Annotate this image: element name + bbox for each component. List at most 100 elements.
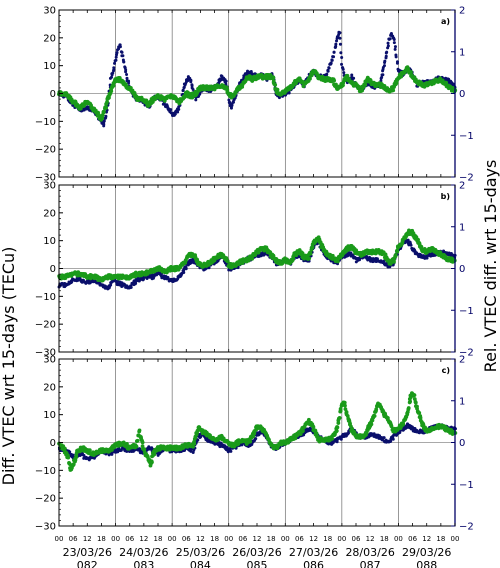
absolute-diff-point bbox=[116, 280, 120, 284]
absolute-diff-point bbox=[102, 122, 106, 126]
relative-diff-point bbox=[417, 411, 422, 415]
absolute-diff-point bbox=[382, 436, 386, 440]
relative-diff-point bbox=[148, 463, 153, 468]
relative-diff-point bbox=[334, 429, 339, 433]
absolute-diff-point bbox=[111, 71, 115, 75]
relative-diff-point bbox=[310, 245, 315, 250]
absolute-diff-point bbox=[110, 75, 114, 79]
relative-diff-point bbox=[338, 407, 343, 411]
absolute-diff-point bbox=[386, 41, 390, 45]
absolute-diff-point bbox=[393, 47, 397, 51]
absolute-diff-point bbox=[189, 449, 193, 453]
relative-diff-point bbox=[394, 81, 399, 86]
absolute-diff-point bbox=[334, 42, 338, 46]
absolute-diff-point bbox=[332, 55, 336, 59]
relative-diff-point bbox=[356, 85, 361, 90]
absolute-diff-point bbox=[335, 39, 339, 43]
absolute-diff-point bbox=[339, 51, 343, 55]
absolute-diff-point bbox=[112, 66, 116, 70]
relative-diff-series bbox=[57, 391, 458, 472]
absolute-diff-point bbox=[127, 81, 131, 85]
absolute-diff-point bbox=[254, 437, 258, 441]
absolute-diff-point bbox=[114, 55, 118, 59]
relative-diff-point bbox=[135, 438, 140, 443]
relative-diff-point bbox=[150, 460, 154, 465]
absolute-diff-point bbox=[231, 100, 235, 104]
absolute-diff-point bbox=[120, 50, 124, 54]
relative-diff-point bbox=[401, 421, 406, 426]
absolute-diff-point bbox=[176, 110, 180, 114]
relative-diff-point bbox=[360, 88, 364, 93]
relative-diff-point bbox=[62, 446, 67, 451]
absolute-diff-point bbox=[395, 61, 399, 65]
absolute-diff-point bbox=[392, 41, 396, 45]
absolute-diff-point bbox=[388, 265, 392, 269]
absolute-diff-point bbox=[259, 254, 263, 258]
relative-diff-point bbox=[306, 417, 311, 422]
absolute-diff-point bbox=[115, 51, 119, 55]
absolute-diff-point bbox=[109, 283, 113, 287]
relative-diff-point bbox=[345, 414, 350, 418]
absolute-diff-point bbox=[287, 91, 291, 95]
relative-diff-point bbox=[134, 444, 139, 449]
relative-diff-point bbox=[192, 440, 196, 444]
absolute-diff-point bbox=[394, 55, 398, 59]
relative-diff-point bbox=[308, 76, 312, 81]
absolute-diff-point bbox=[199, 435, 203, 439]
relative-diff-point bbox=[308, 251, 313, 256]
absolute-diff-point bbox=[381, 73, 385, 77]
relative-diff-point bbox=[350, 427, 355, 432]
relative-diff-point bbox=[87, 448, 92, 453]
relative-diff-point bbox=[393, 253, 398, 257]
relative-diff-point bbox=[152, 452, 157, 457]
absolute-diff-point bbox=[325, 72, 329, 76]
absolute-diff-point bbox=[122, 60, 126, 64]
relative-diff-point bbox=[273, 82, 278, 87]
absolute-diff-point bbox=[190, 84, 194, 88]
absolute-diff-point bbox=[352, 76, 356, 80]
relative-diff-point bbox=[413, 400, 418, 405]
relative-diff-point bbox=[307, 256, 312, 261]
relative-diff-point bbox=[342, 400, 347, 405]
relative-diff-point bbox=[271, 75, 276, 80]
relative-diff-point bbox=[104, 105, 109, 110]
relative-diff-point bbox=[332, 78, 337, 83]
absolute-diff-point bbox=[224, 79, 228, 83]
absolute-diff-point bbox=[391, 437, 395, 441]
absolute-diff-point bbox=[207, 266, 211, 270]
absolute-diff-point bbox=[229, 449, 233, 453]
absolute-diff-point bbox=[104, 114, 108, 118]
absolute-diff-point bbox=[118, 45, 122, 49]
data-points bbox=[57, 30, 458, 472]
relative-diff-point bbox=[311, 425, 316, 429]
absolute-diff-point bbox=[388, 37, 392, 41]
relative-diff-point bbox=[391, 88, 396, 93]
relative-diff-point bbox=[102, 109, 106, 114]
absolute-diff-point bbox=[129, 285, 133, 289]
relative-diff-point bbox=[372, 414, 377, 418]
relative-diff-point bbox=[409, 70, 413, 74]
relative-diff-series bbox=[57, 65, 458, 122]
absolute-diff-point bbox=[102, 119, 106, 123]
relative-diff-point bbox=[315, 433, 320, 438]
absolute-diff-point bbox=[358, 258, 362, 262]
absolute-diff-point bbox=[330, 58, 334, 62]
absolute-diff-point bbox=[378, 434, 382, 438]
relative-diff-point bbox=[363, 82, 368, 87]
absolute-diff-point bbox=[372, 432, 376, 436]
absolute-diff-point bbox=[182, 271, 186, 275]
absolute-diff-point bbox=[332, 50, 336, 54]
relative-diff-point bbox=[237, 262, 242, 266]
relative-diff-point bbox=[385, 416, 390, 420]
relative-diff-point bbox=[419, 244, 424, 249]
absolute-diff-point bbox=[196, 438, 200, 442]
relative-diff-point bbox=[137, 429, 142, 434]
absolute-diff-point bbox=[338, 31, 342, 35]
absolute-diff-point bbox=[68, 450, 72, 454]
absolute-diff-point bbox=[392, 37, 396, 41]
relative-diff-point bbox=[444, 80, 449, 85]
absolute-diff-point bbox=[329, 61, 333, 65]
absolute-diff-point bbox=[121, 54, 125, 58]
relative-diff-point bbox=[253, 252, 258, 257]
absolute-diff-point bbox=[71, 453, 75, 457]
